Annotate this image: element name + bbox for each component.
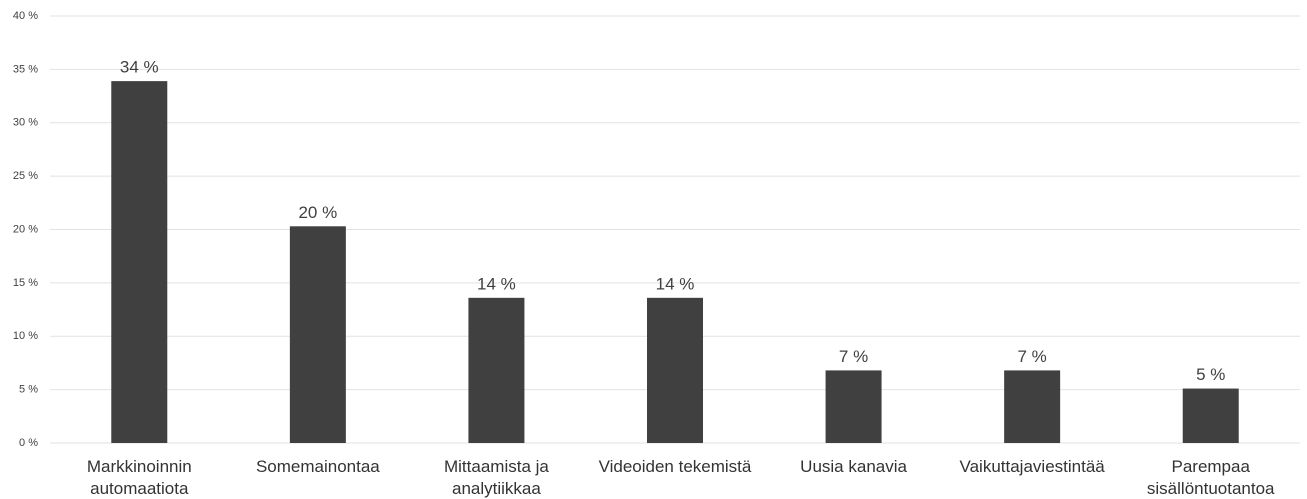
bar	[1182, 388, 1239, 443]
y-tick-label: 15 %	[13, 277, 38, 289]
x-tick-label: Videoiden tekemistä	[598, 457, 752, 476]
y-tick-label: 40 %	[13, 10, 38, 22]
y-tick-label: 30 %	[13, 117, 38, 129]
value-label: 20 %	[298, 203, 337, 222]
value-label: 34 %	[120, 58, 159, 77]
value-label: 14 %	[656, 274, 695, 293]
bar	[647, 297, 703, 443]
y-tick-label: 35 %	[13, 63, 38, 75]
y-tick-label: 20 %	[13, 223, 38, 235]
bar	[1004, 370, 1061, 443]
bar	[825, 370, 882, 443]
x-tick-label: Vaikuttajaviestintää	[959, 457, 1105, 476]
value-label: 7 %	[839, 347, 868, 366]
value-label: 5 %	[1196, 365, 1225, 384]
value-label: 7 %	[1017, 347, 1046, 366]
bar	[289, 226, 346, 443]
x-tick-label: Somemainontaa	[255, 457, 380, 476]
x-tick-label: Mittaamista ja analytiikkaa	[443, 457, 549, 498]
bar	[468, 297, 525, 443]
y-tick-label: 25 %	[13, 170, 38, 182]
x-tick-label: Parempaa sisällöntuotantoa	[1146, 457, 1275, 498]
value-label: 14 %	[477, 274, 516, 293]
y-tick-label: 10 %	[13, 330, 38, 342]
x-tick-label: Markkinoinnin automaatiota	[86, 457, 192, 498]
y-tick-label: 0 %	[19, 437, 38, 449]
y-tick-label: 5 %	[19, 384, 38, 396]
x-tick-label: Uusia kanavia	[800, 457, 907, 476]
bar	[111, 81, 168, 444]
